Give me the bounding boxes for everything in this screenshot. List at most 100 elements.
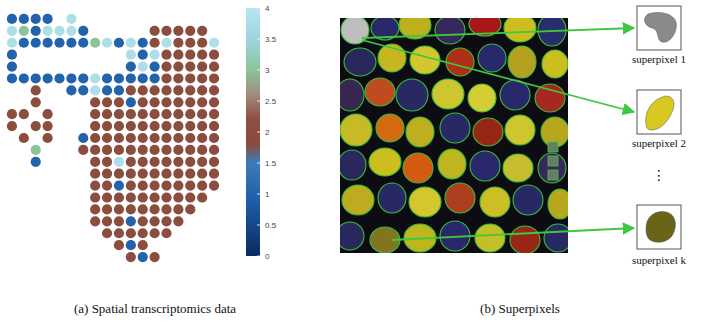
spot — [138, 73, 148, 83]
colorbar-tick-label: 0 — [265, 252, 270, 261]
spot — [54, 26, 64, 36]
spot — [54, 38, 64, 48]
spot — [173, 85, 183, 95]
spot — [173, 121, 183, 131]
cell — [535, 84, 565, 112]
spot — [197, 109, 207, 119]
colorbar-tick-label: 0.5 — [265, 221, 277, 230]
cell — [468, 84, 496, 112]
spot — [173, 73, 183, 83]
spot — [31, 157, 41, 167]
spot — [43, 109, 53, 119]
cell — [396, 79, 428, 111]
spot — [150, 192, 160, 202]
spot — [150, 169, 160, 179]
spot — [43, 14, 53, 24]
spot — [126, 97, 136, 107]
colorbar-tick — [257, 39, 260, 40]
spot — [161, 26, 171, 36]
spot — [31, 97, 41, 107]
spot — [173, 26, 183, 36]
spot — [126, 73, 136, 83]
cell — [344, 48, 376, 76]
colorbar-tick-label: 1.5 — [265, 159, 277, 168]
spot — [43, 38, 53, 48]
spot — [126, 121, 136, 131]
spot — [138, 50, 148, 60]
spot — [126, 133, 136, 143]
spot — [150, 121, 160, 131]
spot — [161, 121, 171, 131]
spot — [197, 97, 207, 107]
spot — [102, 73, 112, 83]
cell — [403, 153, 433, 183]
spot — [31, 121, 41, 131]
spot — [197, 61, 207, 71]
spot — [7, 61, 17, 71]
spot — [19, 26, 29, 36]
colorbar-tick-label: 2 — [265, 128, 270, 137]
caption: (b) Superpixels — [480, 301, 560, 316]
spot — [173, 204, 183, 214]
spot — [197, 181, 207, 191]
cell-image — [340, 18, 568, 253]
spot — [161, 169, 171, 179]
spot — [90, 157, 100, 167]
spot — [66, 14, 76, 24]
cell — [406, 117, 434, 147]
spot — [150, 216, 160, 226]
spot — [66, 73, 76, 83]
spot — [43, 73, 53, 83]
spot — [114, 228, 124, 238]
spot — [138, 169, 148, 179]
spot — [209, 38, 219, 48]
cell — [504, 18, 536, 42]
spot — [185, 50, 195, 60]
spot — [7, 73, 17, 83]
spot — [173, 50, 183, 60]
spot — [31, 38, 41, 48]
spot — [161, 85, 171, 95]
spot — [138, 61, 148, 71]
spot — [114, 121, 124, 131]
spot — [150, 26, 160, 36]
spot — [173, 192, 183, 202]
spot — [209, 73, 219, 83]
spot — [43, 26, 53, 36]
colorbar-tick — [257, 132, 260, 133]
spot — [161, 181, 171, 191]
spot — [78, 26, 88, 36]
spot — [150, 145, 160, 155]
spot — [102, 157, 112, 167]
cell — [340, 150, 366, 180]
spot — [31, 145, 41, 155]
spot — [90, 38, 100, 48]
superpixel-crop — [645, 12, 677, 42]
spot — [173, 145, 183, 155]
spot — [102, 97, 112, 107]
spot — [102, 181, 112, 191]
spot — [185, 121, 195, 131]
spot — [126, 85, 136, 95]
spot — [185, 38, 195, 48]
spot — [19, 133, 29, 143]
spot — [126, 252, 136, 262]
spot — [173, 97, 183, 107]
spot — [173, 61, 183, 71]
cell — [440, 113, 470, 143]
cells — [340, 18, 568, 253]
spot — [7, 14, 17, 24]
spot — [150, 61, 160, 71]
spot — [197, 133, 207, 143]
cell — [544, 224, 568, 252]
spot — [185, 97, 195, 107]
spot — [150, 133, 160, 143]
spot — [90, 109, 100, 119]
spot — [31, 26, 41, 36]
spot — [126, 204, 136, 214]
spots — [7, 14, 219, 262]
spot — [78, 73, 88, 83]
spot — [43, 121, 53, 131]
crop-label: superpixel 2 — [632, 137, 686, 149]
crop-box — [637, 205, 681, 249]
